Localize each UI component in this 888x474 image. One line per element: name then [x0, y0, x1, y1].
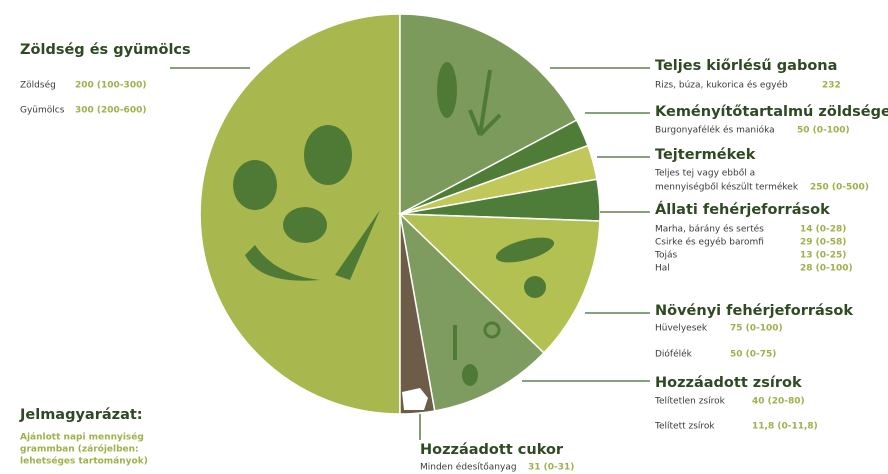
legend-title: Jelmagyarázat: — [19, 407, 143, 423]
pumpkin-icon — [283, 207, 327, 243]
legend-line: lehetséges tartományok) — [20, 456, 148, 467]
group-title: Zöldség és gyümölcs — [20, 42, 191, 58]
group-title: Keményítőtartalmú zöldségek — [655, 104, 888, 120]
item-name: mennyiségből készült termékek — [655, 182, 799, 193]
item-amount: 300 (200-600) — [75, 106, 146, 116]
apple-icon — [233, 160, 277, 210]
group-title: Hozzáadott zsírok — [655, 375, 802, 391]
pie — [200, 14, 600, 414]
item-amount: 50 (0-75) — [730, 350, 776, 360]
item-amount: 13 (0-25) — [800, 251, 846, 261]
legend-line: Ajánlott napi mennyiség — [20, 432, 144, 443]
item-name: Marha, bárány és sertés — [655, 224, 764, 235]
infographic: Zöldség és gyümölcs Zöldség 200 (100-300) G… — [0, 0, 888, 474]
item-amount: 75 (0-100) — [730, 324, 783, 334]
item-amount: 50 (0-100) — [797, 126, 850, 136]
corn-icon — [437, 62, 457, 118]
group-title: Állati fehérjeforrások — [655, 201, 830, 218]
item-name: Telítetlen zsírok — [654, 397, 726, 407]
item-name: Teljes tej vagy ebből a — [654, 169, 755, 179]
item-name: Hüvelyesek — [655, 324, 708, 334]
item-name: Minden édesítőanyag — [420, 462, 517, 473]
item-name: Gyümölcs — [20, 106, 65, 116]
pepper-icon — [304, 125, 352, 185]
item-name: Tojás — [654, 251, 677, 261]
item-amount: 250 (0-500) — [810, 183, 869, 193]
item-amount: 28 (0-100) — [800, 264, 853, 274]
item-amount: 232 — [822, 81, 841, 91]
item-amount: 200 (100-300) — [75, 81, 146, 91]
group-title: Teljes kiőrlésű gabona — [655, 58, 837, 74]
item-name: Burgonyafélék és manióka — [655, 125, 775, 136]
group-title: Növényi fehérjeforrások — [655, 303, 853, 319]
item-amount: 31 (0-31) — [528, 463, 574, 473]
nut-icon — [524, 276, 546, 298]
item-amount: 40 (20-80) — [752, 397, 805, 407]
item-name: Diófélék — [655, 349, 693, 360]
item-name: Hal — [655, 264, 670, 274]
legend-line: grammban (zárójelben: — [20, 444, 139, 455]
item-name: Zöldség — [20, 80, 56, 91]
group-title: Tejtermékek — [655, 147, 756, 163]
item-amount: 14 (0-28) — [800, 225, 846, 235]
item-name: Rizs, búza, kukorica és egyéb — [655, 80, 788, 91]
item-name: Csirke és egyéb baromfi — [655, 237, 764, 248]
drop-icon — [462, 364, 478, 386]
item-amount: 29 (0-58) — [800, 238, 846, 248]
item-amount: 11,8 (0-11,8) — [752, 422, 818, 432]
group-title: Hozzáadott cukor — [420, 442, 564, 458]
item-name: Telített zsírok — [654, 422, 715, 432]
